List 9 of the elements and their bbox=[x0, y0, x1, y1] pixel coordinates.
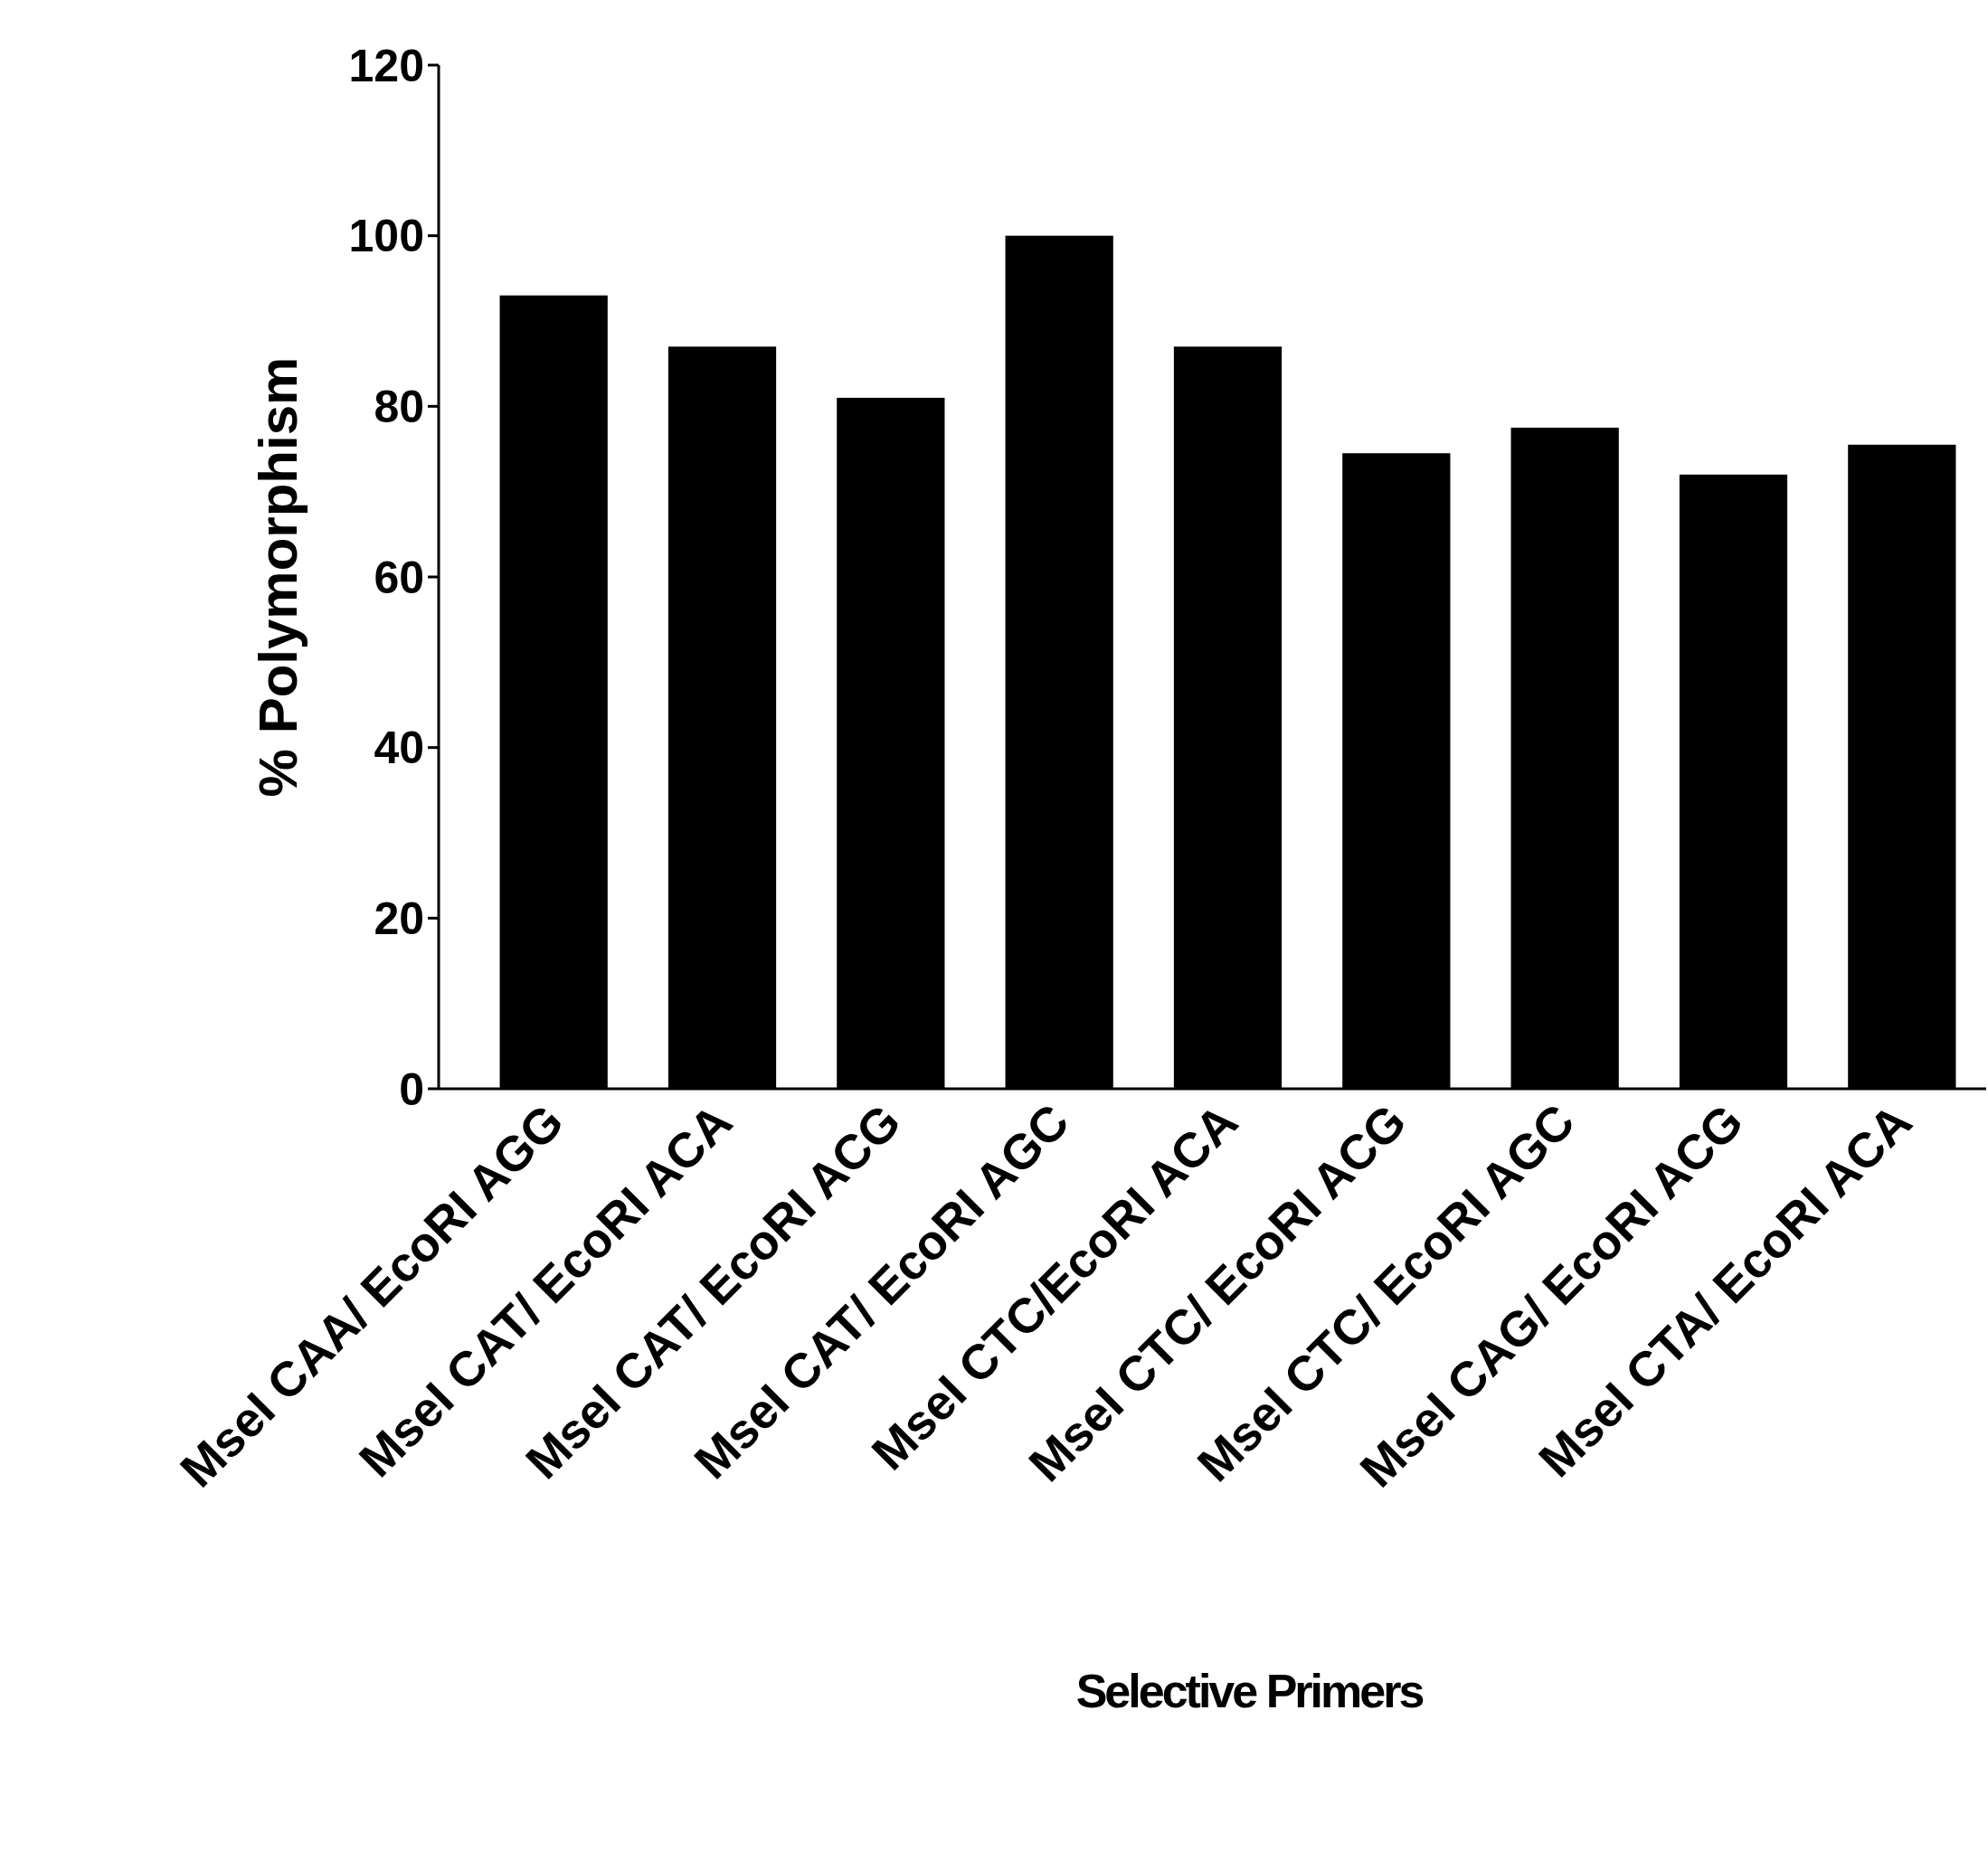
y-tick-label: 0 bbox=[399, 1063, 424, 1115]
y-axis-title: % Polymorphism bbox=[248, 356, 308, 798]
y-tick-label: 60 bbox=[374, 552, 424, 603]
y-tick-label: 80 bbox=[374, 381, 424, 432]
y-tick-label: 100 bbox=[348, 211, 424, 262]
y-tick-label: 20 bbox=[374, 893, 424, 944]
x-axis-title: Selective Primers bbox=[1075, 1665, 1424, 1717]
y-tick-label: 120 bbox=[348, 40, 424, 91]
y-tick-label: 40 bbox=[374, 723, 424, 774]
